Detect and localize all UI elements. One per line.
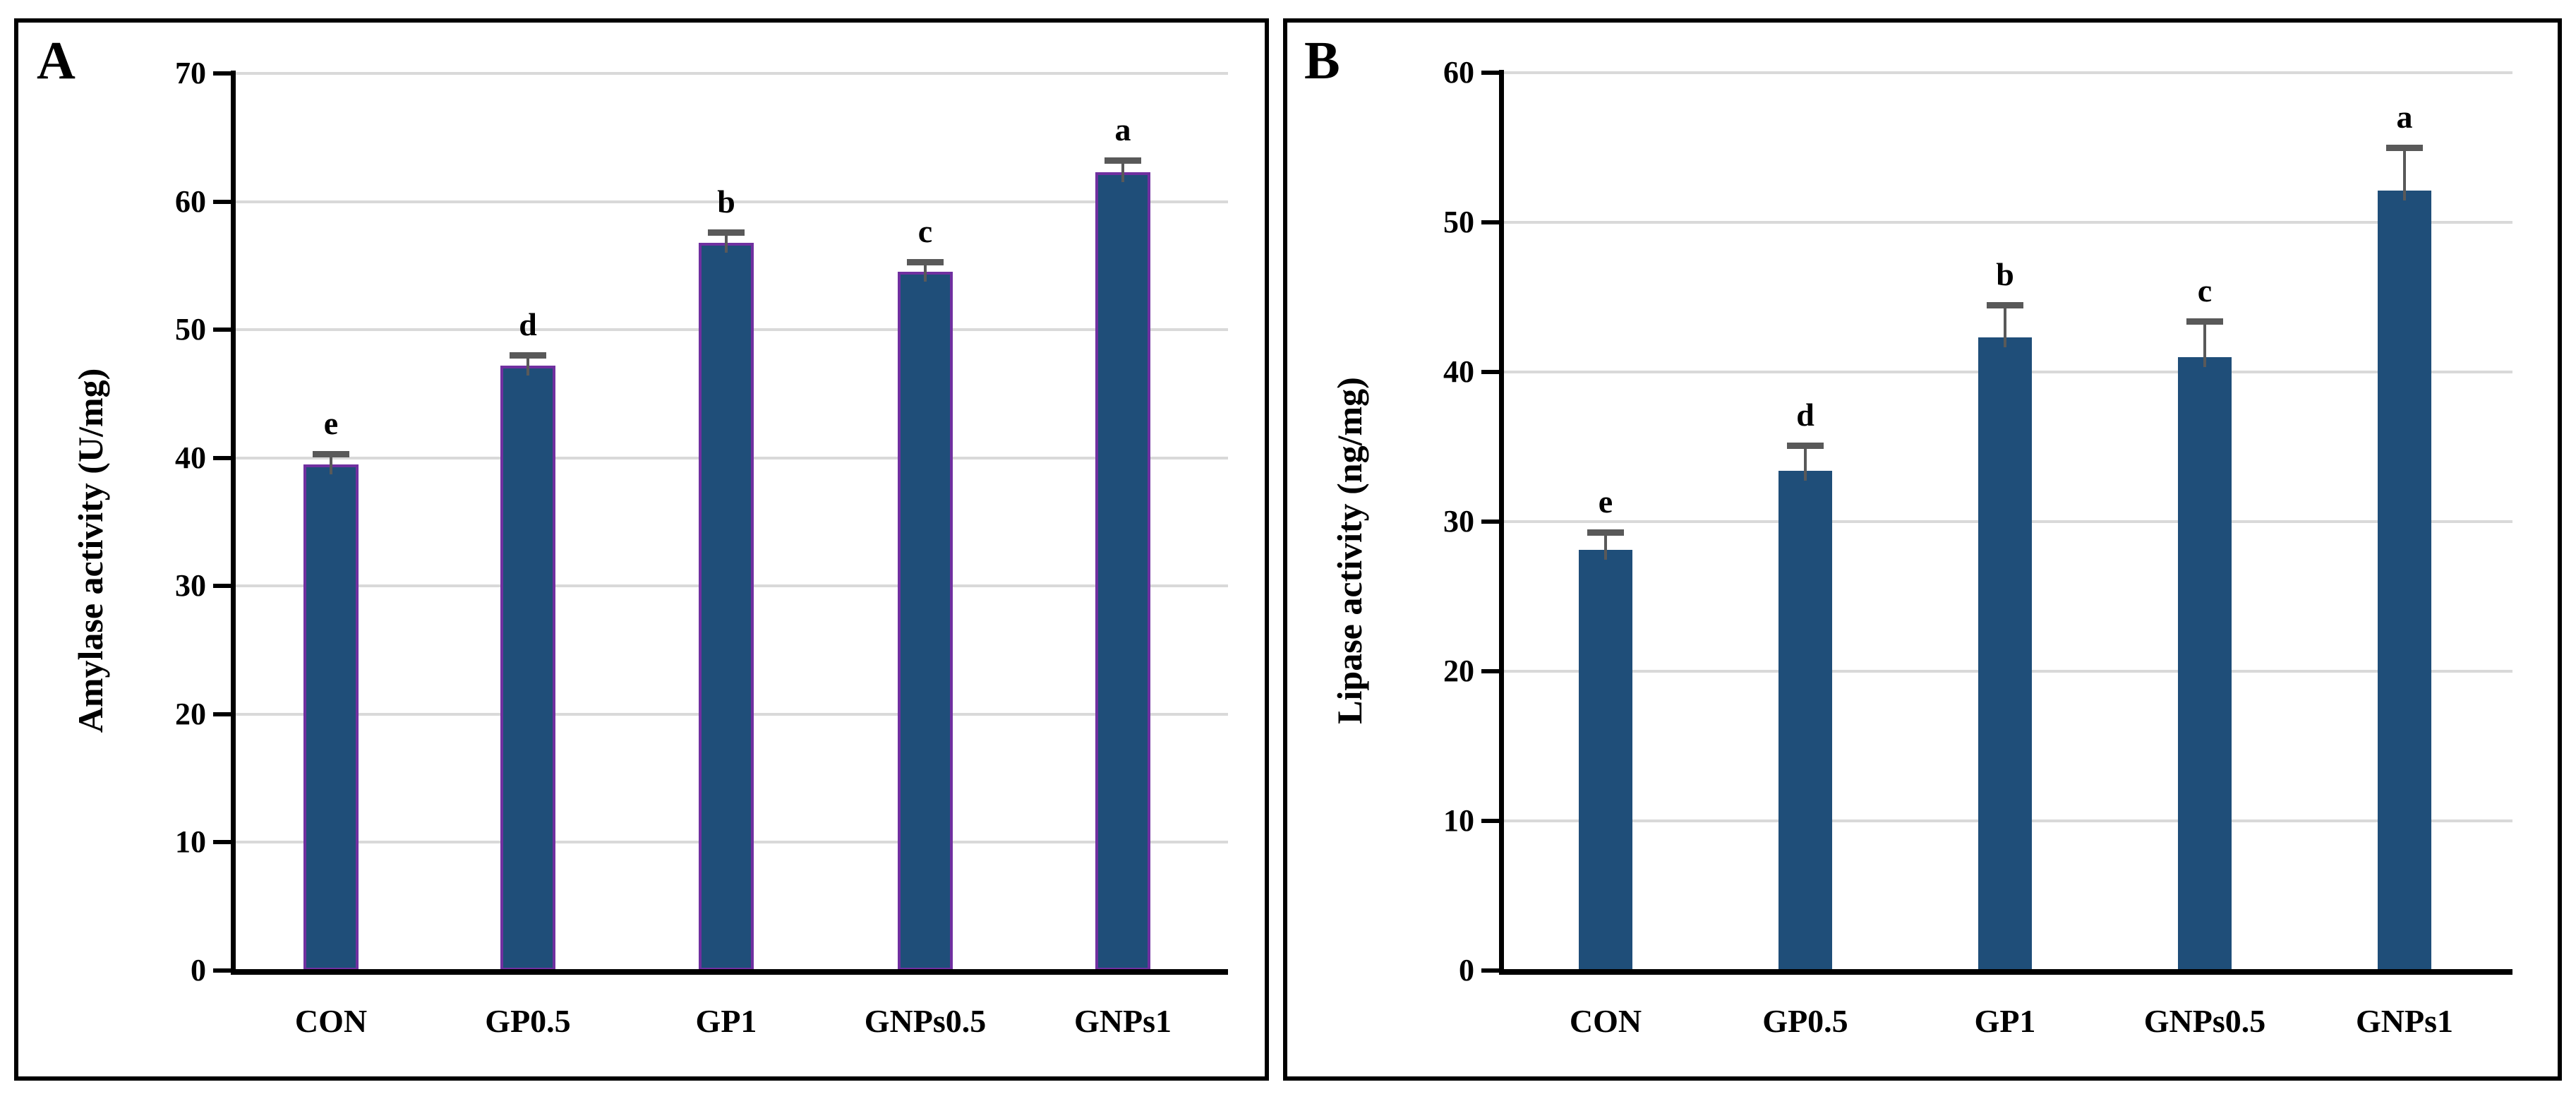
panel-b-y-tick-10 [1481, 819, 1501, 823]
panel-a-error-bar-GNPs0.5 [924, 261, 927, 282]
panel-b-x-axis-line [1499, 969, 2512, 975]
panel-b-bar-GNPs1 [2378, 191, 2431, 971]
panel-a-error-cap-GP0.5 [510, 352, 546, 359]
panel-a-bar-GP1 [699, 242, 754, 971]
panel-b-y-tick-label-50: 50 [1443, 205, 1474, 239]
panel-b-error-bar-CON [1604, 532, 1607, 560]
panel-a-y-tick-label-20: 20 [175, 696, 206, 731]
panel-b-sig-letter-GP1: b [1996, 256, 2014, 292]
panel-b-y-tick-50 [1481, 220, 1501, 224]
panel-b-error-bar-GNPs1 [2403, 148, 2406, 201]
panel-a-sig-letter-GNPs1: a [1114, 112, 1131, 148]
panel-a-y-tick-30 [213, 584, 233, 589]
panel-a-error-bar-GNPs1 [1121, 160, 1124, 182]
panel-a-gridline-70 [233, 72, 1228, 75]
panel-b-sig-letter-GNPs1: a [2396, 99, 2413, 135]
panel-a-error-bar-CON [330, 454, 332, 474]
panel-a-sig-letter-CON: e [323, 405, 339, 442]
panel-b-frame [1283, 18, 2562, 1081]
panel-a-error-cap-CON [313, 451, 349, 458]
panel-a-gridline-60 [233, 200, 1228, 203]
panel-a-bar-GNPs0.5 [898, 272, 953, 971]
panel-b-y-tick-label-30: 30 [1443, 504, 1474, 539]
panel-b-error-bar-GP0.5 [1804, 445, 1807, 481]
panel-a-sig-letter-GP0.5: d [519, 306, 537, 343]
panel-b-bar-CON [1579, 550, 1632, 971]
panel-a-y-tick-20 [213, 711, 233, 716]
panel-a-y-tick-label-30: 30 [175, 568, 206, 603]
panel-a-y-tick-label-10: 10 [175, 824, 206, 860]
panel-a-y-tick-0 [213, 968, 233, 973]
panel-a-y-axis-title: Amylase activity (U/mg) [71, 368, 110, 733]
panel-b-error-cap-GP0.5 [1787, 442, 1824, 449]
panel-a-error-cap-GP1 [708, 229, 745, 236]
panel-a-error-cap-GNPs1 [1105, 157, 1141, 164]
panel-a-label: A [37, 31, 76, 90]
panel-b-x-label-GNPs1: GNPs1 [2356, 1003, 2453, 1039]
panel-b-sig-letter-GNPs0.5: c [2197, 272, 2213, 308]
panel-b-y-axis-line [1499, 70, 1504, 973]
panel-b-sig-letter-GP0.5: d [1796, 396, 1814, 433]
panel-b-gridline-60 [1501, 71, 2512, 74]
panel-a-x-axis-line [231, 969, 1228, 975]
panel-a-bar-CON [303, 464, 359, 971]
panel-b-y-tick-30 [1481, 520, 1501, 524]
panel-b-error-bar-GNPs0.5 [2203, 320, 2206, 367]
panel-b-y-tick-label-20: 20 [1443, 654, 1474, 688]
panel-a-bar-GNPs1 [1095, 172, 1150, 971]
panel-a-y-tick-60 [213, 199, 233, 204]
panel-a-y-tick-label-50: 50 [175, 312, 206, 347]
panel-b-y-tick-60 [1481, 71, 1501, 75]
panel-a-bar-GP0.5 [500, 365, 555, 971]
panel-b-x-label-CON: CON [1569, 1003, 1642, 1039]
panel-a-x-label-GP0.5: GP0.5 [485, 1003, 571, 1039]
panel-b-error-cap-CON [1587, 529, 1624, 536]
panel-b-label: B [1304, 31, 1340, 90]
panel-a-error-bar-GP0.5 [526, 355, 529, 376]
panel-a-frame [14, 18, 1269, 1081]
panel-b-y-tick-0 [1481, 968, 1501, 973]
panel-a-y-tick-10 [213, 840, 233, 845]
panel-a-y-tick-label-0: 0 [191, 953, 206, 987]
panel-a-x-label-GP1: GP1 [695, 1003, 757, 1039]
panel-a-y-tick-label-40: 40 [175, 440, 206, 475]
panel-b-y-tick-label-60: 60 [1443, 55, 1474, 90]
panel-b-error-cap-GNPs1 [2386, 145, 2423, 151]
panel-b-sig-letter-CON: e [1598, 483, 1613, 520]
panel-b-bar-GP1 [1978, 337, 2032, 971]
panel-b-y-tick-label-0: 0 [1459, 953, 1474, 987]
panel-b-bar-GNPs0.5 [2178, 356, 2232, 971]
panel-a-y-tick-40 [213, 455, 233, 460]
panel-b-x-label-GP0.5: GP0.5 [1762, 1003, 1848, 1039]
panel-b-error-cap-GNPs0.5 [2186, 318, 2223, 325]
panel-a-y-tick-70 [213, 71, 233, 76]
panel-b-y-axis-title: Lipase activity (ng/mg) [1330, 377, 1369, 724]
panel-a-error-cap-GNPs0.5 [907, 258, 944, 265]
panel-a-y-tick-label-60: 60 [175, 184, 206, 219]
panel-a-sig-letter-GP1: b [717, 184, 735, 220]
panel-b-error-cap-GP1 [1987, 301, 2023, 308]
panel-b-y-tick-label-10: 10 [1443, 803, 1474, 838]
panel-b-error-bar-GP1 [2004, 304, 2006, 348]
panel-b-x-label-GNPs0.5: GNPs0.5 [2143, 1003, 2266, 1039]
panel-b-y-tick-20 [1481, 669, 1501, 673]
panel-b-x-label-GP1: GP1 [1974, 1003, 2036, 1039]
panel-a-y-tick-50 [213, 328, 233, 332]
panel-b-y-tick-label-40: 40 [1443, 354, 1474, 389]
panel-b-y-tick-40 [1481, 370, 1501, 374]
panel-a-sig-letter-GNPs0.5: c [917, 212, 933, 249]
panel-a-y-tick-label-70: 70 [175, 56, 206, 90]
panel-a-x-label-CON: CON [294, 1003, 368, 1039]
panel-a-x-label-GNPs1: GNPs1 [1074, 1003, 1172, 1039]
panel-a-x-label-GNPs0.5: GNPs0.5 [864, 1003, 987, 1039]
panel-b-gridline-50 [1501, 221, 2512, 224]
panel-a-error-bar-GP1 [725, 232, 728, 253]
panel-a-y-axis-line [231, 71, 236, 973]
panel-b-bar-GP0.5 [1778, 470, 1832, 971]
